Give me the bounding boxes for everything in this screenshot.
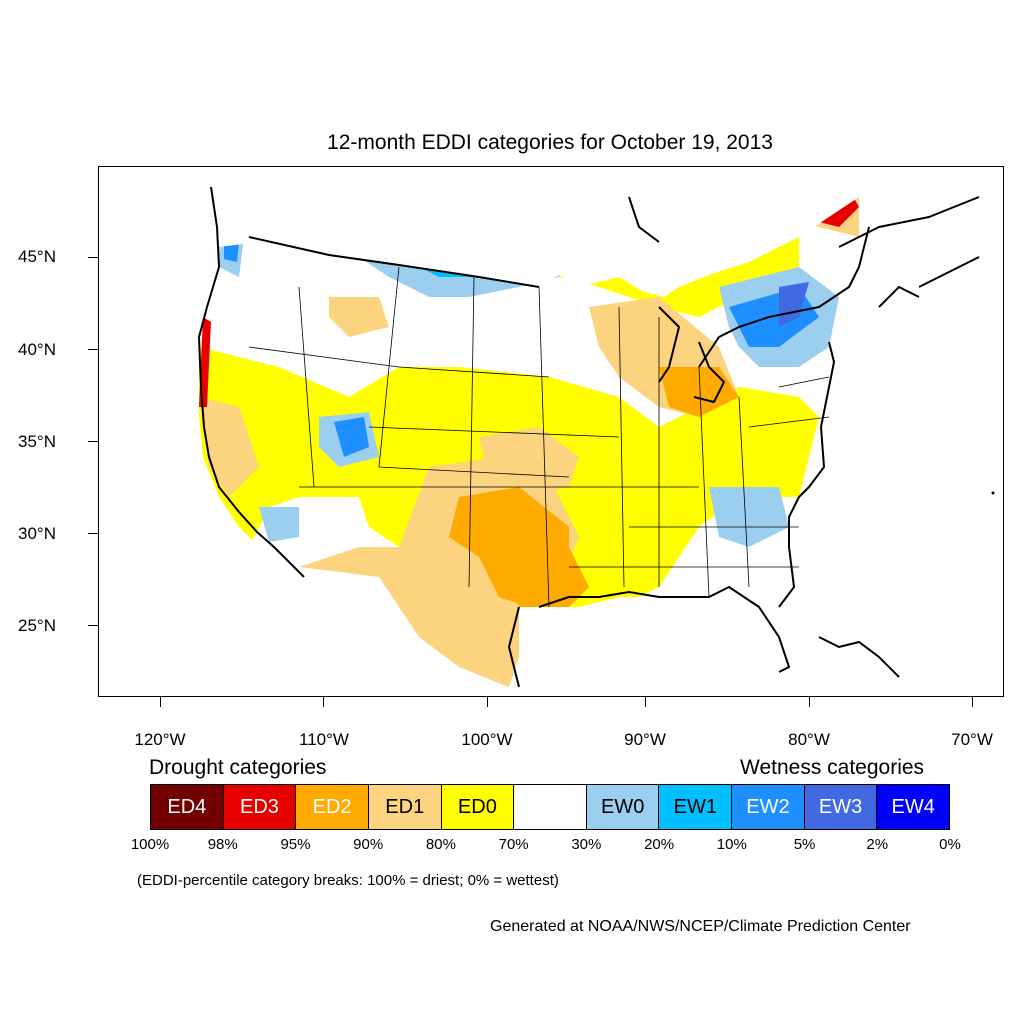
percentile-label: 100%	[130, 836, 170, 853]
lon-label-90w: 90°W	[624, 730, 666, 749]
legend-box-ew1: EW1	[659, 785, 733, 829]
lon-label-110w: 110°W	[299, 730, 349, 749]
lon-label-100w: 100°W	[461, 730, 513, 749]
wetness-categories-heading: Wetness categories	[740, 756, 925, 779]
lon-tick	[645, 697, 646, 707]
legend-box-ed2: ED2	[296, 785, 369, 829]
lat-tick	[88, 257, 98, 258]
lat-label-30n: 30°N	[18, 524, 56, 543]
percentile-label: 0%	[939, 836, 961, 853]
percentile-label: 70%	[498, 836, 529, 853]
us-map-graphic	[194, 186, 995, 688]
legend-box-ew0: EW0	[586, 785, 660, 829]
lon-tick	[323, 697, 324, 707]
lon-tick	[972, 697, 973, 707]
eddi-map	[98, 166, 1004, 697]
category-breaks-note: (EDDI-percentile category breaks: 100% =…	[137, 872, 559, 889]
percentile-label: 30%	[571, 836, 602, 853]
lon-tick	[487, 697, 488, 707]
lon-tick	[809, 697, 810, 707]
lon-tick	[160, 697, 161, 707]
drought-categories-heading: Drought categories	[149, 756, 327, 779]
legend-box-ew3: EW3	[804, 785, 878, 829]
legend-box-ew2: EW2	[732, 785, 805, 829]
map-title: 12-month EDDI categories for October 19,…	[327, 131, 773, 154]
lat-tick	[88, 533, 98, 534]
legend-box-normal	[514, 785, 587, 829]
lon-label-80w: 80°W	[788, 730, 830, 749]
percentile-label: 20%	[644, 836, 675, 853]
percentile-label: 10%	[716, 836, 747, 853]
legend-box-ed4: ED4	[151, 785, 224, 829]
category-legend: ED4 ED3 ED2 ED1 ED0 EW0 EW1 EW2 EW3 EW4	[150, 784, 950, 830]
legend-box-ed3: ED3	[223, 785, 297, 829]
percentile-label: 2%	[866, 836, 889, 853]
lat-label-25n: 25°N	[18, 616, 56, 635]
percentile-label: 80%	[425, 836, 456, 853]
lat-tick	[88, 441, 98, 442]
lat-label-40n: 40°N	[18, 340, 56, 359]
lon-label-70w: 70°W	[951, 730, 993, 749]
legend-box-ed1: ED1	[368, 785, 442, 829]
legend-box-ed0: ED0	[441, 785, 515, 829]
lat-label-35n: 35°N	[18, 432, 56, 451]
credit-line: Generated at NOAA/NWS/NCEP/Climate Predi…	[490, 918, 911, 935]
lat-tick	[88, 625, 98, 626]
percentile-label: 98%	[207, 836, 238, 853]
lat-tick	[88, 349, 98, 350]
lat-label-45n: 45°N	[18, 247, 56, 266]
percentile-label: 95%	[280, 836, 311, 853]
lon-label-120w: 120°W	[134, 730, 186, 749]
legend-box-ew4: EW4	[877, 785, 950, 829]
percentile-label: 90%	[353, 836, 384, 853]
percentile-label: 5%	[793, 836, 816, 853]
